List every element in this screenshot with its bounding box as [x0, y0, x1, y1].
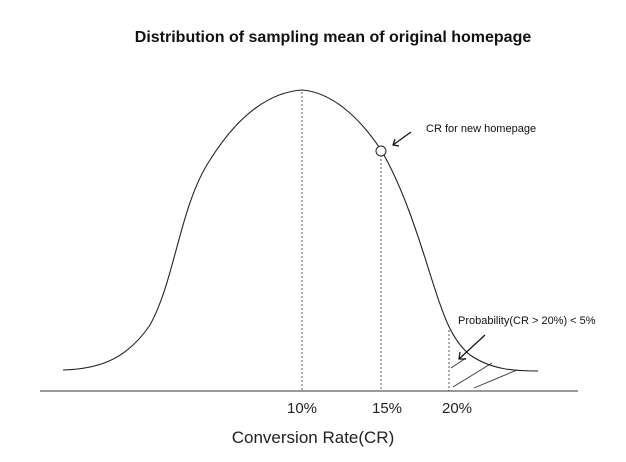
diagram-title: Distribution of sampling mean of origina…: [135, 29, 532, 46]
probability-annotation: Probability(CR > 20%) < 5%: [458, 315, 596, 327]
new-homepage-marker: [375, 145, 387, 157]
probability-arrow: [458, 334, 486, 360]
tick-label-20: 20%: [442, 400, 472, 417]
tail-hatch-region: [450, 357, 518, 389]
sampling-distribution-curve: [62, 89, 539, 372]
new-homepage-arrow: [392, 131, 412, 147]
tick-label-15: 15%: [372, 400, 402, 417]
new-homepage-annotation: CR for new homepage: [426, 123, 536, 135]
tick-label-10: 10%: [287, 400, 317, 417]
x-axis-label: Conversion Rate(CR): [232, 428, 395, 447]
